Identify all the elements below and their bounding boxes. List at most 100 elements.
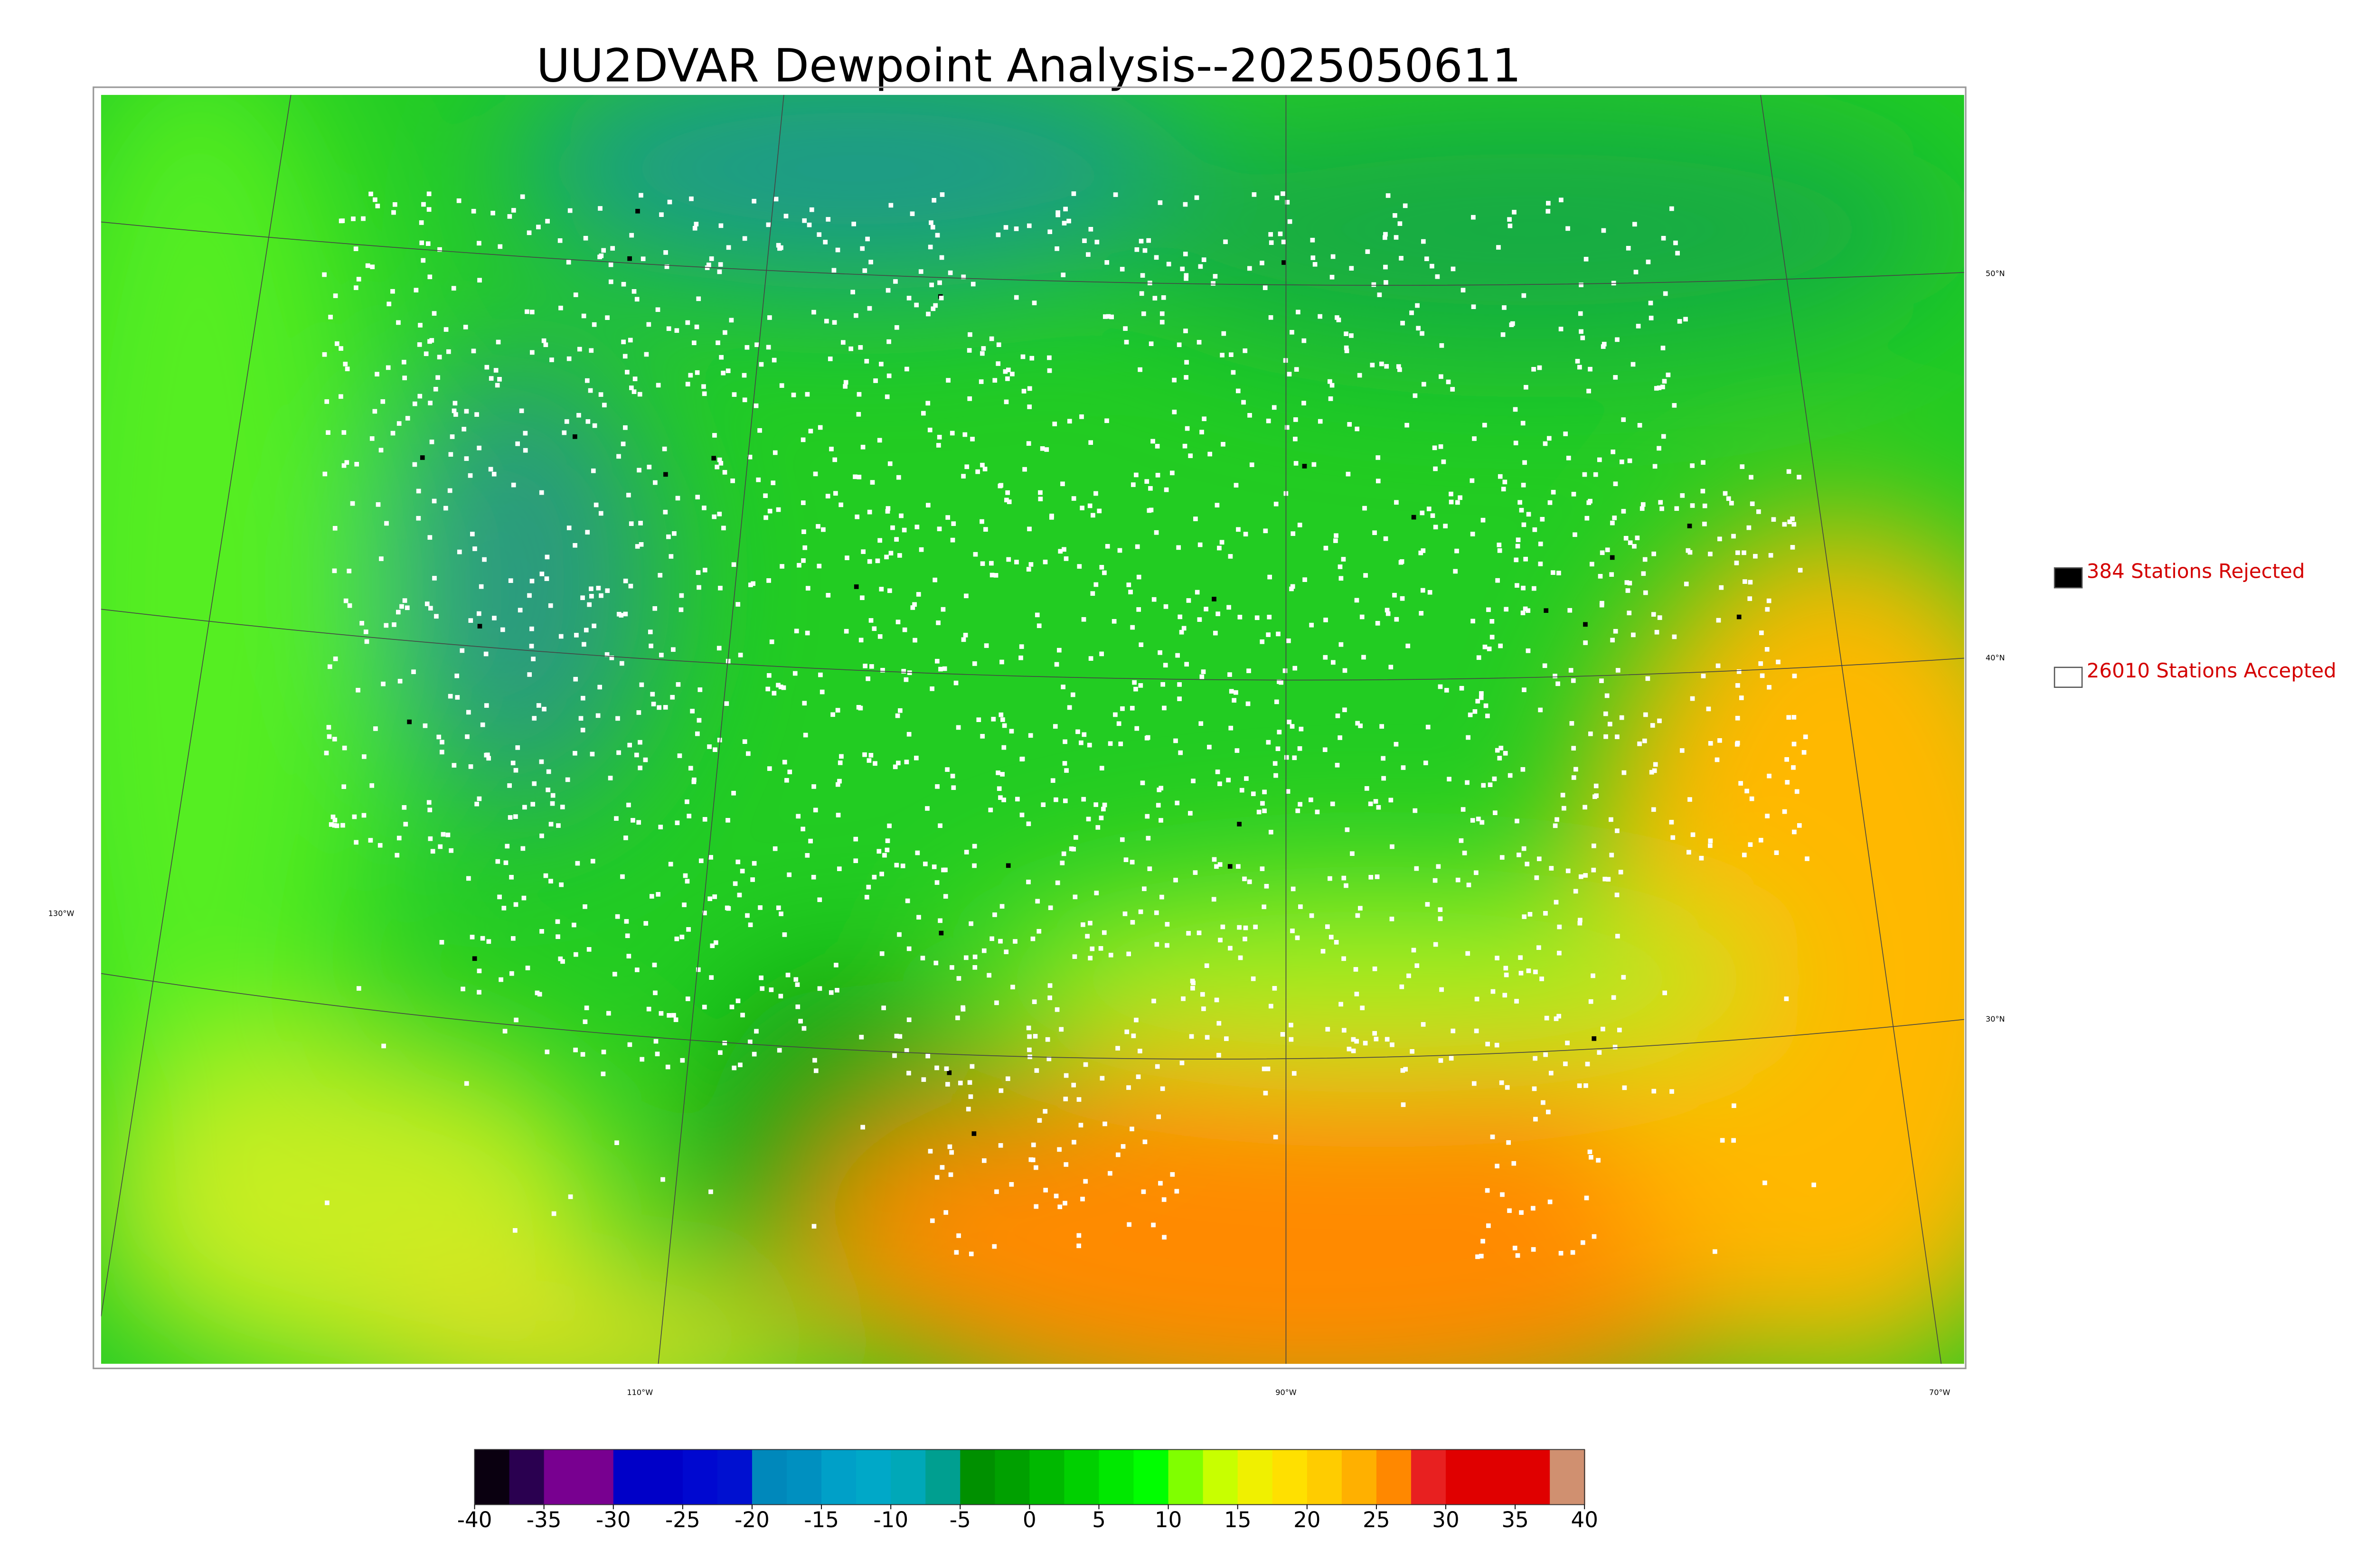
station-dot [332, 737, 337, 742]
station-dot [1497, 548, 1502, 553]
station-dot [1432, 878, 1438, 883]
station-dot [725, 658, 731, 664]
station-dot [902, 627, 907, 632]
station-dot [601, 1050, 606, 1054]
station-dot [1342, 668, 1347, 673]
station-dot [944, 1066, 949, 1071]
station-dot [1451, 266, 1456, 272]
station-dot [1507, 223, 1513, 228]
station-dot [1657, 718, 1662, 723]
station-dot [1000, 772, 1005, 777]
station-dot [427, 807, 433, 813]
station-dot [989, 936, 994, 941]
station-dot [1268, 315, 1273, 320]
station-dot [1400, 596, 1405, 601]
station-dot [677, 753, 682, 758]
station-dot [402, 598, 407, 603]
station-dot [566, 260, 571, 265]
station-dot [1797, 475, 1801, 479]
station-dot [477, 624, 482, 629]
station-dot [1207, 744, 1212, 750]
station-dot [1236, 864, 1241, 869]
station-dot [443, 327, 449, 332]
station-dot [480, 936, 485, 941]
graticule-label: 50°N [1986, 269, 2005, 278]
station-dot [932, 198, 937, 203]
station-dot [1019, 644, 1024, 649]
station-dot [1020, 354, 1026, 359]
station-dot [925, 401, 931, 406]
colorbar-tick-label: 20 [1293, 1507, 1320, 1532]
station-dot [1243, 532, 1248, 536]
station-dot [1624, 580, 1630, 585]
station-dot [1538, 707, 1543, 713]
station-dot [961, 1007, 966, 1012]
station-dot [1298, 802, 1302, 807]
station-dot [1405, 643, 1411, 648]
station-dot [1578, 918, 1583, 923]
station-dot [1470, 619, 1475, 624]
station-dot [1031, 1142, 1036, 1147]
station-dot [999, 1088, 1004, 1093]
colorbar-segment [474, 1449, 510, 1505]
station-dot [1102, 570, 1107, 575]
station-dot [890, 525, 895, 530]
station-dot [1175, 800, 1180, 806]
station-dot [1543, 1052, 1548, 1057]
station-dot [1382, 235, 1387, 240]
station-dot [1520, 610, 1526, 615]
colorbar-segment [1168, 1449, 1204, 1505]
station-dot [356, 986, 361, 991]
station-dot [893, 279, 898, 284]
station-dot [438, 844, 443, 849]
station-dot [663, 705, 668, 710]
station-dot [832, 457, 838, 462]
station-dot [921, 411, 926, 416]
station-dot [1384, 364, 1389, 369]
station-dot [1748, 842, 1753, 847]
station-dot [1613, 375, 1618, 380]
station-dot [1577, 1083, 1582, 1088]
station-dot [1587, 1149, 1592, 1155]
station-dot [449, 848, 454, 853]
station-dot [1372, 1031, 1377, 1036]
station-dot [1609, 817, 1613, 822]
colorbar-segment [1515, 1449, 1551, 1505]
station-dot [1297, 746, 1302, 751]
station-dot [863, 664, 867, 668]
station-dot [1527, 912, 1533, 917]
station-dot [785, 972, 791, 977]
station-dot [747, 454, 753, 460]
station-dot [970, 1064, 975, 1069]
station-dot [518, 608, 523, 613]
station-dot [1599, 678, 1604, 683]
station-dot [1163, 604, 1168, 609]
station-dot [1453, 569, 1458, 574]
station-dot [380, 399, 386, 404]
station-dot [610, 246, 615, 251]
station-dot [1557, 924, 1562, 930]
station-dot [1161, 1197, 1167, 1202]
colorbar-tick-label: 40 [1571, 1507, 1598, 1532]
station-dot [1372, 530, 1377, 535]
station-dot [1109, 314, 1114, 319]
station-dot [391, 210, 396, 215]
station-dot [1660, 385, 1665, 389]
station-dot [694, 324, 699, 329]
station-dot [1742, 853, 1747, 857]
station-dot [1123, 857, 1129, 862]
station-dot [466, 710, 471, 715]
station-dot [647, 464, 652, 469]
station-dot [1592, 794, 1597, 799]
station-dot [947, 1070, 952, 1075]
station-dot [1583, 257, 1589, 262]
station-dot [989, 561, 994, 566]
station-dot [980, 561, 985, 566]
station-dot [1666, 372, 1671, 377]
station-dot [778, 685, 783, 689]
station-dot [1294, 367, 1299, 372]
station-dot [760, 986, 765, 991]
station-dot [877, 538, 882, 543]
station-dot [1088, 920, 1093, 926]
colorbar-segment [1133, 1449, 1169, 1505]
